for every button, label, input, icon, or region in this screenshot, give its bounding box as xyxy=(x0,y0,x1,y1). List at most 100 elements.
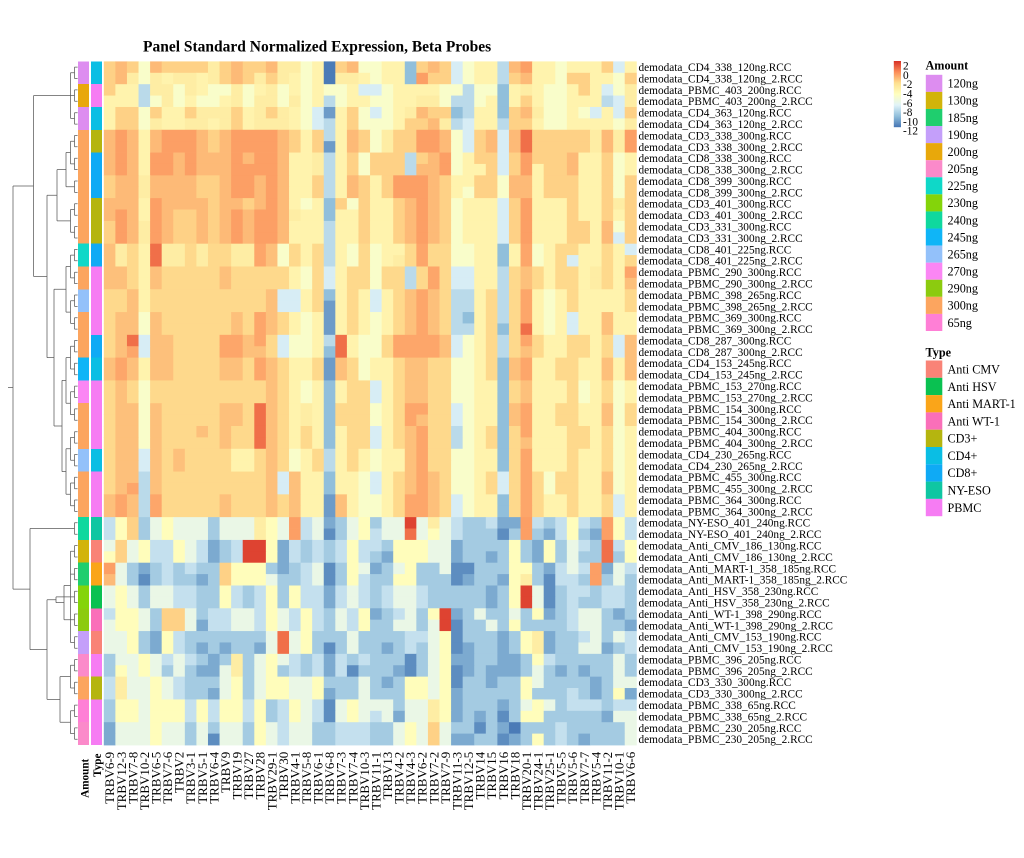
svg-text:demodata_CD3_331_300ng.RCC: demodata_CD3_331_300ng.RCC xyxy=(639,222,792,234)
svg-text:TRBV7-6: TRBV7-6 xyxy=(160,751,175,804)
svg-text:demodata_CD4_338_120ng_2.RCC: demodata_CD4_338_120ng_2.RCC xyxy=(639,73,803,85)
svg-text:CD4+: CD4+ xyxy=(948,449,978,463)
svg-text:270ng: 270ng xyxy=(948,265,978,279)
svg-text:TRBV5-6: TRBV5-6 xyxy=(565,751,580,804)
svg-text:TRBV6-2: TRBV6-2 xyxy=(415,752,430,804)
svg-text:TRBV6-8: TRBV6-8 xyxy=(322,752,337,804)
svg-text:65ng: 65ng xyxy=(948,316,972,330)
svg-text:demodata_CD4_230_265ng_2.RCC: demodata_CD4_230_265ng_2.RCC xyxy=(639,461,803,473)
svg-text:demodata_PBMC_398_265ng.RCC: demodata_PBMC_398_265ng.RCC xyxy=(639,290,802,302)
svg-text:TRBV24-1: TRBV24-1 xyxy=(531,752,546,811)
svg-text:demodata_PBMC_369_300ng_2.RCC: demodata_PBMC_369_300ng_2.RCC xyxy=(639,324,813,336)
svg-text:demodata_PBMC_153_270ng_2.RCC: demodata_PBMC_153_270ng_2.RCC xyxy=(639,392,813,404)
svg-text:demodata_Anti_CMV_186_130ng.RC: demodata_Anti_CMV_186_130ng.RCC xyxy=(639,541,822,553)
svg-text:-4: -4 xyxy=(903,89,913,101)
svg-text:demodata_PBMC_455_300ng.RCC: demodata_PBMC_455_300ng.RCC xyxy=(639,472,802,484)
svg-text:demodata_PBMC_369_300ng.RCC: demodata_PBMC_369_300ng.RCC xyxy=(639,313,802,325)
svg-text:Anti HSV: Anti HSV xyxy=(948,380,997,394)
svg-text:demodata_PBMC_154_300ng_2.RCC: demodata_PBMC_154_300ng_2.RCC xyxy=(639,415,813,427)
svg-text:demodata_CD8_338_300ng_2.RCC: demodata_CD8_338_300ng_2.RCC xyxy=(639,165,803,177)
svg-text:Anti CMV: Anti CMV xyxy=(948,362,1001,376)
svg-text:demodata_PBMC_404_300ng_2.RCC: demodata_PBMC_404_300ng_2.RCC xyxy=(639,438,813,450)
svg-text:230ng: 230ng xyxy=(948,196,978,210)
svg-text:2: 2 xyxy=(903,61,909,73)
svg-text:225ng: 225ng xyxy=(948,179,978,193)
svg-text:demodata_CD3_331_300ng_2.RCC: demodata_CD3_331_300ng_2.RCC xyxy=(639,233,803,245)
svg-text:-12: -12 xyxy=(903,126,918,138)
svg-text:Amount: Amount xyxy=(926,59,969,73)
svg-text:TRBV20-1: TRBV20-1 xyxy=(519,752,534,811)
svg-text:TRBV6-9: TRBV6-9 xyxy=(102,752,117,804)
svg-text:demodata_CD3_330_300ng.RCC: demodata_CD3_330_300ng.RCC xyxy=(639,677,792,689)
svg-text:TRBV7-7: TRBV7-7 xyxy=(577,751,592,804)
svg-text:TRBV5-5: TRBV5-5 xyxy=(554,752,569,804)
svg-text:demodata_CD4_363_120ng.RCC: demodata_CD4_363_120ng.RCC xyxy=(639,108,792,120)
svg-text:demodata_CD8_401_225ng.RCC: demodata_CD8_401_225ng.RCC xyxy=(639,244,792,256)
svg-text:demodata_CD4_153_245ng_2.RCC: demodata_CD4_153_245ng_2.RCC xyxy=(639,370,803,382)
svg-text:TRBV5-1: TRBV5-1 xyxy=(195,752,210,804)
svg-text:TRBV25-1: TRBV25-1 xyxy=(542,752,557,811)
svg-text:TRBV15: TRBV15 xyxy=(484,752,499,800)
svg-text:demodata_PBMC_154_300ng.RCC: demodata_PBMC_154_300ng.RCC xyxy=(639,404,802,416)
svg-text:demodata_PBMC_364_300ng_2.RCC: demodata_PBMC_364_300ng_2.RCC xyxy=(639,506,813,518)
svg-text:TRBV10-1: TRBV10-1 xyxy=(612,752,627,811)
svg-text:190ng: 190ng xyxy=(948,128,978,142)
svg-text:TRBV6-4: TRBV6-4 xyxy=(206,751,221,804)
svg-text:TRBV2: TRBV2 xyxy=(172,752,187,793)
svg-text:demodata_Anti_HSV_358_230ng_2.: demodata_Anti_HSV_358_230ng_2.RCC xyxy=(639,598,830,610)
svg-text:TRBV5-8: TRBV5-8 xyxy=(299,752,314,804)
svg-text:185ng: 185ng xyxy=(948,111,978,125)
svg-text:TRBV7-8: TRBV7-8 xyxy=(125,752,140,804)
svg-text:205ng: 205ng xyxy=(948,162,978,176)
svg-text:TRBV7-9: TRBV7-9 xyxy=(438,752,453,804)
svg-text:TRBV18: TRBV18 xyxy=(507,752,522,800)
svg-text:demodata_CD3_401_300ng_2.RCC: demodata_CD3_401_300ng_2.RCC xyxy=(639,210,803,222)
svg-text:demodata_CD3_338_300ng.RCC: demodata_CD3_338_300ng.RCC xyxy=(639,130,792,142)
svg-text:TRBV11-3: TRBV11-3 xyxy=(450,752,465,810)
svg-text:TRBV30: TRBV30 xyxy=(276,752,291,800)
svg-text:Panel Standard Normalized Expr: Panel Standard Normalized Expression, Be… xyxy=(143,38,491,55)
svg-text:demodata_Anti_MART-1_358_185ng: demodata_Anti_MART-1_358_185ng_2.RCC xyxy=(639,575,848,587)
svg-text:-10: -10 xyxy=(903,116,918,128)
svg-text:TRBV12-3: TRBV12-3 xyxy=(114,752,129,811)
svg-text:TRBV29-1: TRBV29-1 xyxy=(264,752,279,811)
svg-text:TRBV3-1: TRBV3-1 xyxy=(183,752,198,804)
svg-text:PBMC: PBMC xyxy=(948,501,982,515)
svg-text:demodata_NY-ESO_401_240ng_2.RC: demodata_NY-ESO_401_240ng_2.RCC xyxy=(639,529,822,541)
svg-text:TRBV6-5: TRBV6-5 xyxy=(149,752,164,804)
svg-text:Anti WT-1: Anti WT-1 xyxy=(948,414,1000,428)
svg-text:TRBV7-3: TRBV7-3 xyxy=(334,752,349,804)
svg-text:demodata_Anti_CMV_186_130ng_2.: demodata_Anti_CMV_186_130ng_2.RCC xyxy=(639,552,833,564)
svg-text:TRBV4-1: TRBV4-1 xyxy=(287,752,302,804)
svg-text:TRBV4-3: TRBV4-3 xyxy=(403,752,418,804)
svg-text:demodata_PBMC_403_200ng.RCC: demodata_PBMC_403_200ng.RCC xyxy=(639,85,802,97)
svg-text:TRBV7-2: TRBV7-2 xyxy=(426,752,441,804)
svg-text:demodata_PBMC_396_205ng.RCC: demodata_PBMC_396_205ng.RCC xyxy=(639,655,802,667)
svg-text:demodata_Anti_WT-1_398_290ng.R: demodata_Anti_WT-1_398_290ng.RCC xyxy=(639,609,822,621)
svg-text:demodata_PBMC_396_205ng_2.RCC: demodata_PBMC_396_205ng_2.RCC xyxy=(639,666,813,678)
svg-text:TRBV12-5: TRBV12-5 xyxy=(461,752,476,811)
svg-text:demodata_Anti_HSV_358_230ng.RC: demodata_Anti_HSV_358_230ng.RCC xyxy=(639,586,819,598)
svg-text:demodata_Anti_CMV_153_190ng.RC: demodata_Anti_CMV_153_190ng.RCC xyxy=(639,632,822,644)
svg-text:245ng: 245ng xyxy=(948,230,978,244)
svg-text:TRBV6-6: TRBV6-6 xyxy=(623,751,638,804)
svg-text:TRBV28: TRBV28 xyxy=(253,752,268,800)
svg-text:demodata_PBMC_153_270ng.RCC: demodata_PBMC_153_270ng.RCC xyxy=(639,381,802,393)
svg-text:TRBV19: TRBV19 xyxy=(230,752,245,800)
svg-text:-2: -2 xyxy=(903,79,913,91)
svg-text:300ng: 300ng xyxy=(948,299,978,313)
svg-text:demodata_Anti_CMV_153_190ng_2.: demodata_Anti_CMV_153_190ng_2.RCC xyxy=(639,643,833,655)
svg-text:240ng: 240ng xyxy=(948,213,978,227)
svg-text:TRBV10-3: TRBV10-3 xyxy=(357,752,372,811)
svg-text:demodata_NY-ESO_401_240ng.RCC: demodata_NY-ESO_401_240ng.RCC xyxy=(639,518,811,530)
svg-text:demodata_CD8_338_300ng.RCC: demodata_CD8_338_300ng.RCC xyxy=(639,153,792,165)
svg-text:TRBV27: TRBV27 xyxy=(241,751,256,799)
svg-text:demodata_CD8_399_300ng_2.RCC: demodata_CD8_399_300ng_2.RCC xyxy=(639,187,803,199)
svg-text:demodata_CD3_338_300ng_2.RCC: demodata_CD3_338_300ng_2.RCC xyxy=(639,142,803,154)
svg-text:demodata_PBMC_398_265ng_2.RCC: demodata_PBMC_398_265ng_2.RCC xyxy=(639,301,813,313)
svg-text:200ng: 200ng xyxy=(948,145,978,159)
svg-text:demodata_CD8_287_300ng.RCC: demodata_CD8_287_300ng.RCC xyxy=(639,335,792,347)
svg-text:120ng: 120ng xyxy=(948,77,978,91)
svg-text:demodata_PBMC_338_65ng_2.RCC: demodata_PBMC_338_65ng_2.RCC xyxy=(639,711,808,723)
svg-text:demodata_CD3_330_300ng_2.RCC: demodata_CD3_330_300ng_2.RCC xyxy=(639,689,803,701)
